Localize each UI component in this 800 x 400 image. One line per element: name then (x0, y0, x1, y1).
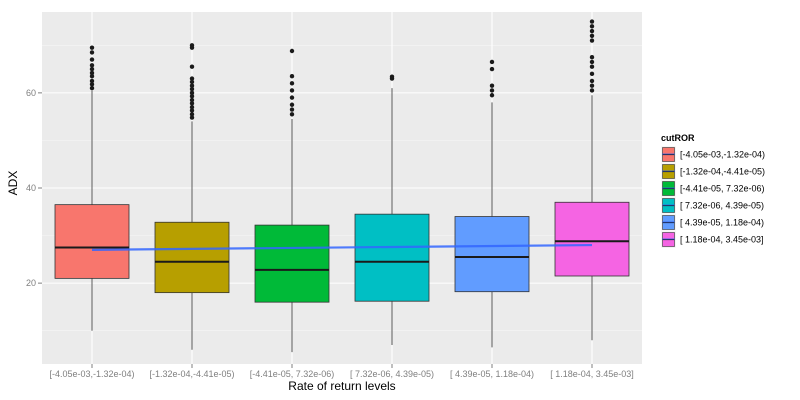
outlier-point (589, 19, 595, 24)
legend-label: [ 4.39e-05, 1.18e-04) (680, 218, 764, 228)
outlier-point (89, 45, 95, 50)
outlier-point (489, 66, 495, 72)
legend: cutROR [-4.05e-03,-1.32e-04) [-1.32e-04,-… (660, 133, 765, 249)
outlier-point (289, 48, 295, 54)
outlier-point (589, 28, 595, 34)
y-axis: 20 40 60 (26, 88, 42, 288)
outlier-point (589, 71, 595, 77)
outlier-point (189, 90, 195, 96)
outlier-point (589, 88, 595, 93)
outlier-point (589, 59, 595, 65)
outlier-point (489, 93, 495, 98)
outlier-point (189, 115, 195, 120)
outlier-point (289, 102, 295, 107)
box-body (254, 224, 330, 303)
box-group (54, 45, 130, 331)
outlier-point (289, 107, 295, 112)
outlier-point (489, 59, 495, 65)
box-body (554, 201, 630, 277)
outlier-point (189, 112, 195, 117)
y-tick-label: 20 (26, 278, 36, 288)
outlier-point (589, 24, 595, 29)
outlier-point (89, 63, 95, 68)
trend-line (91, 243, 593, 251)
outlier-point (89, 50, 95, 55)
x-axis-title: Rate of return levels (288, 379, 395, 393)
outlier-point (189, 79, 195, 85)
outlier-point (289, 81, 295, 86)
box-body (154, 221, 230, 294)
outlier-point (89, 82, 95, 87)
outlier-point (589, 83, 595, 88)
outlier-point (589, 64, 595, 69)
box-group (554, 19, 630, 341)
box-group (254, 48, 330, 353)
x-tick-label: [-4.05e-03,-1.32e-04) (49, 369, 134, 379)
legend-label: [ 1.18e-04, 3.45e-03] (680, 235, 764, 245)
x-tick-label: [-4.41e-05, 7.32e-06) (250, 369, 335, 379)
outlier-point (589, 38, 595, 43)
outlier-point (589, 33, 595, 38)
legend-label: [-1.32e-04,-4.41e-05) (680, 167, 765, 177)
outlier-point (289, 88, 295, 93)
legend-label: [ 7.32e-06, 4.39e-05) (680, 201, 764, 211)
outlier-point (89, 70, 95, 76)
outlier-point (89, 85, 95, 91)
outlier-point (189, 93, 195, 99)
y-tick-label: 60 (26, 88, 36, 98)
outlier-point (589, 78, 595, 84)
box-group (354, 74, 430, 345)
outlier-point (289, 112, 295, 117)
outlier-point (89, 74, 95, 79)
outlier-point (489, 88, 495, 93)
y-tick-label: 40 (26, 183, 36, 193)
outlier-point (189, 64, 195, 69)
outlier-point (289, 95, 295, 100)
box-body (454, 216, 530, 293)
box-body (354, 213, 430, 302)
box-group (454, 59, 530, 348)
x-axis: [-4.05e-03,-1.32e-04) [-1.32e-04,-4.41e-0… (49, 364, 634, 379)
outlier-point (489, 83, 495, 88)
outlier-point (189, 86, 195, 92)
legend-label: [-4.05e-03,-1.32e-04) (680, 150, 765, 160)
box-series (54, 19, 630, 353)
outlier-point (189, 83, 195, 88)
y-axis-title: ADX (6, 171, 20, 196)
outlier-point (89, 66, 95, 72)
x-tick-label: [ 7.32e-06, 4.39e-05) (350, 369, 434, 379)
outlier-point (89, 78, 95, 84)
legend-title: cutROR (661, 133, 695, 143)
outlier-point (589, 54, 595, 60)
box-group (154, 43, 230, 350)
outlier-point (89, 57, 95, 62)
x-tick-label: [ 1.18e-04, 3.45e-03] (550, 369, 634, 379)
trend-line-group (91, 243, 593, 251)
outlier-point (189, 104, 195, 110)
outlier-point (189, 76, 195, 81)
outlier-point (389, 74, 395, 79)
x-tick-label: [-1.32e-04,-4.41e-05) (149, 369, 234, 379)
outlier-point (189, 97, 195, 103)
outlier-point (189, 43, 195, 48)
outlier-point (189, 108, 195, 113)
box-body (54, 204, 130, 279)
outlier-point (289, 74, 295, 79)
legend-label: [-4.41e-05, 7.32e-06) (680, 184, 765, 194)
outlier-point (189, 101, 195, 106)
x-tick-label: [ 4.39e-05, 1.18e-04) (450, 369, 534, 379)
